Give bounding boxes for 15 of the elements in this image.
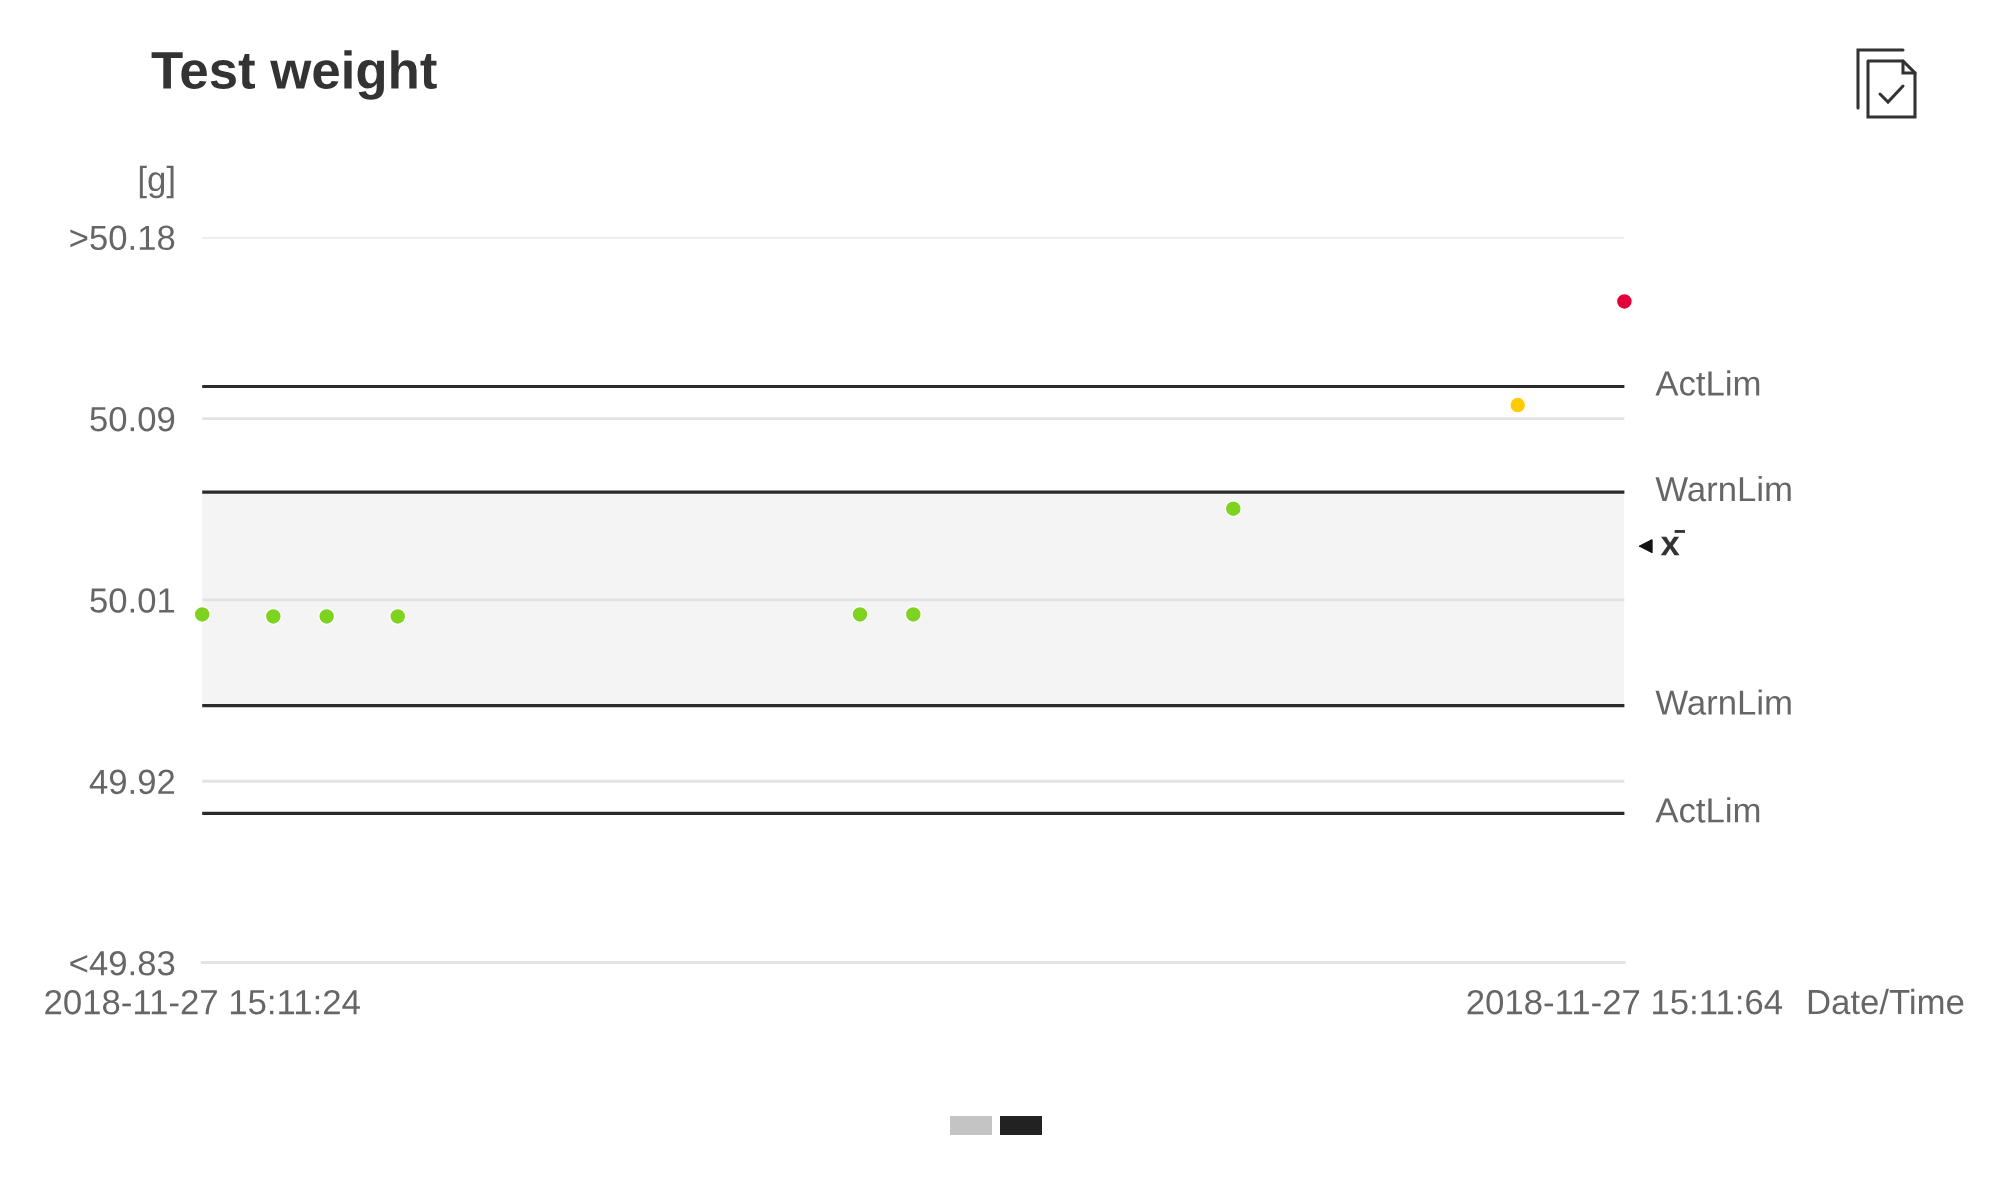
ref-line-label: WarnLim [1655,475,1791,502]
text: x̄ [1660,530,1685,556]
chart-title: Test weight [151,50,437,100]
y-tick-label: 49.92 [89,769,175,795]
y-tick-label: 50.09 [90,406,175,432]
x-tick-label: 2018-11-27 15:11:24 [45,989,360,1015]
x-tick-label: 2018-11-27 15:11:64 [1467,989,1783,1015]
y-tick-label: >50.18 [70,225,175,251]
y-axis-title: [g] [139,165,174,199]
ref-line-label: WarnLim [1655,689,1791,715]
y-tick-label: <49.83 [70,950,175,976]
y-tick-label: 50.01 [90,588,175,613]
ref-line-label: ActLim [1655,370,1760,396]
ref-line-label: ActLim [1655,797,1760,823]
x-axis-title: Date/Time [1808,988,1964,1015]
